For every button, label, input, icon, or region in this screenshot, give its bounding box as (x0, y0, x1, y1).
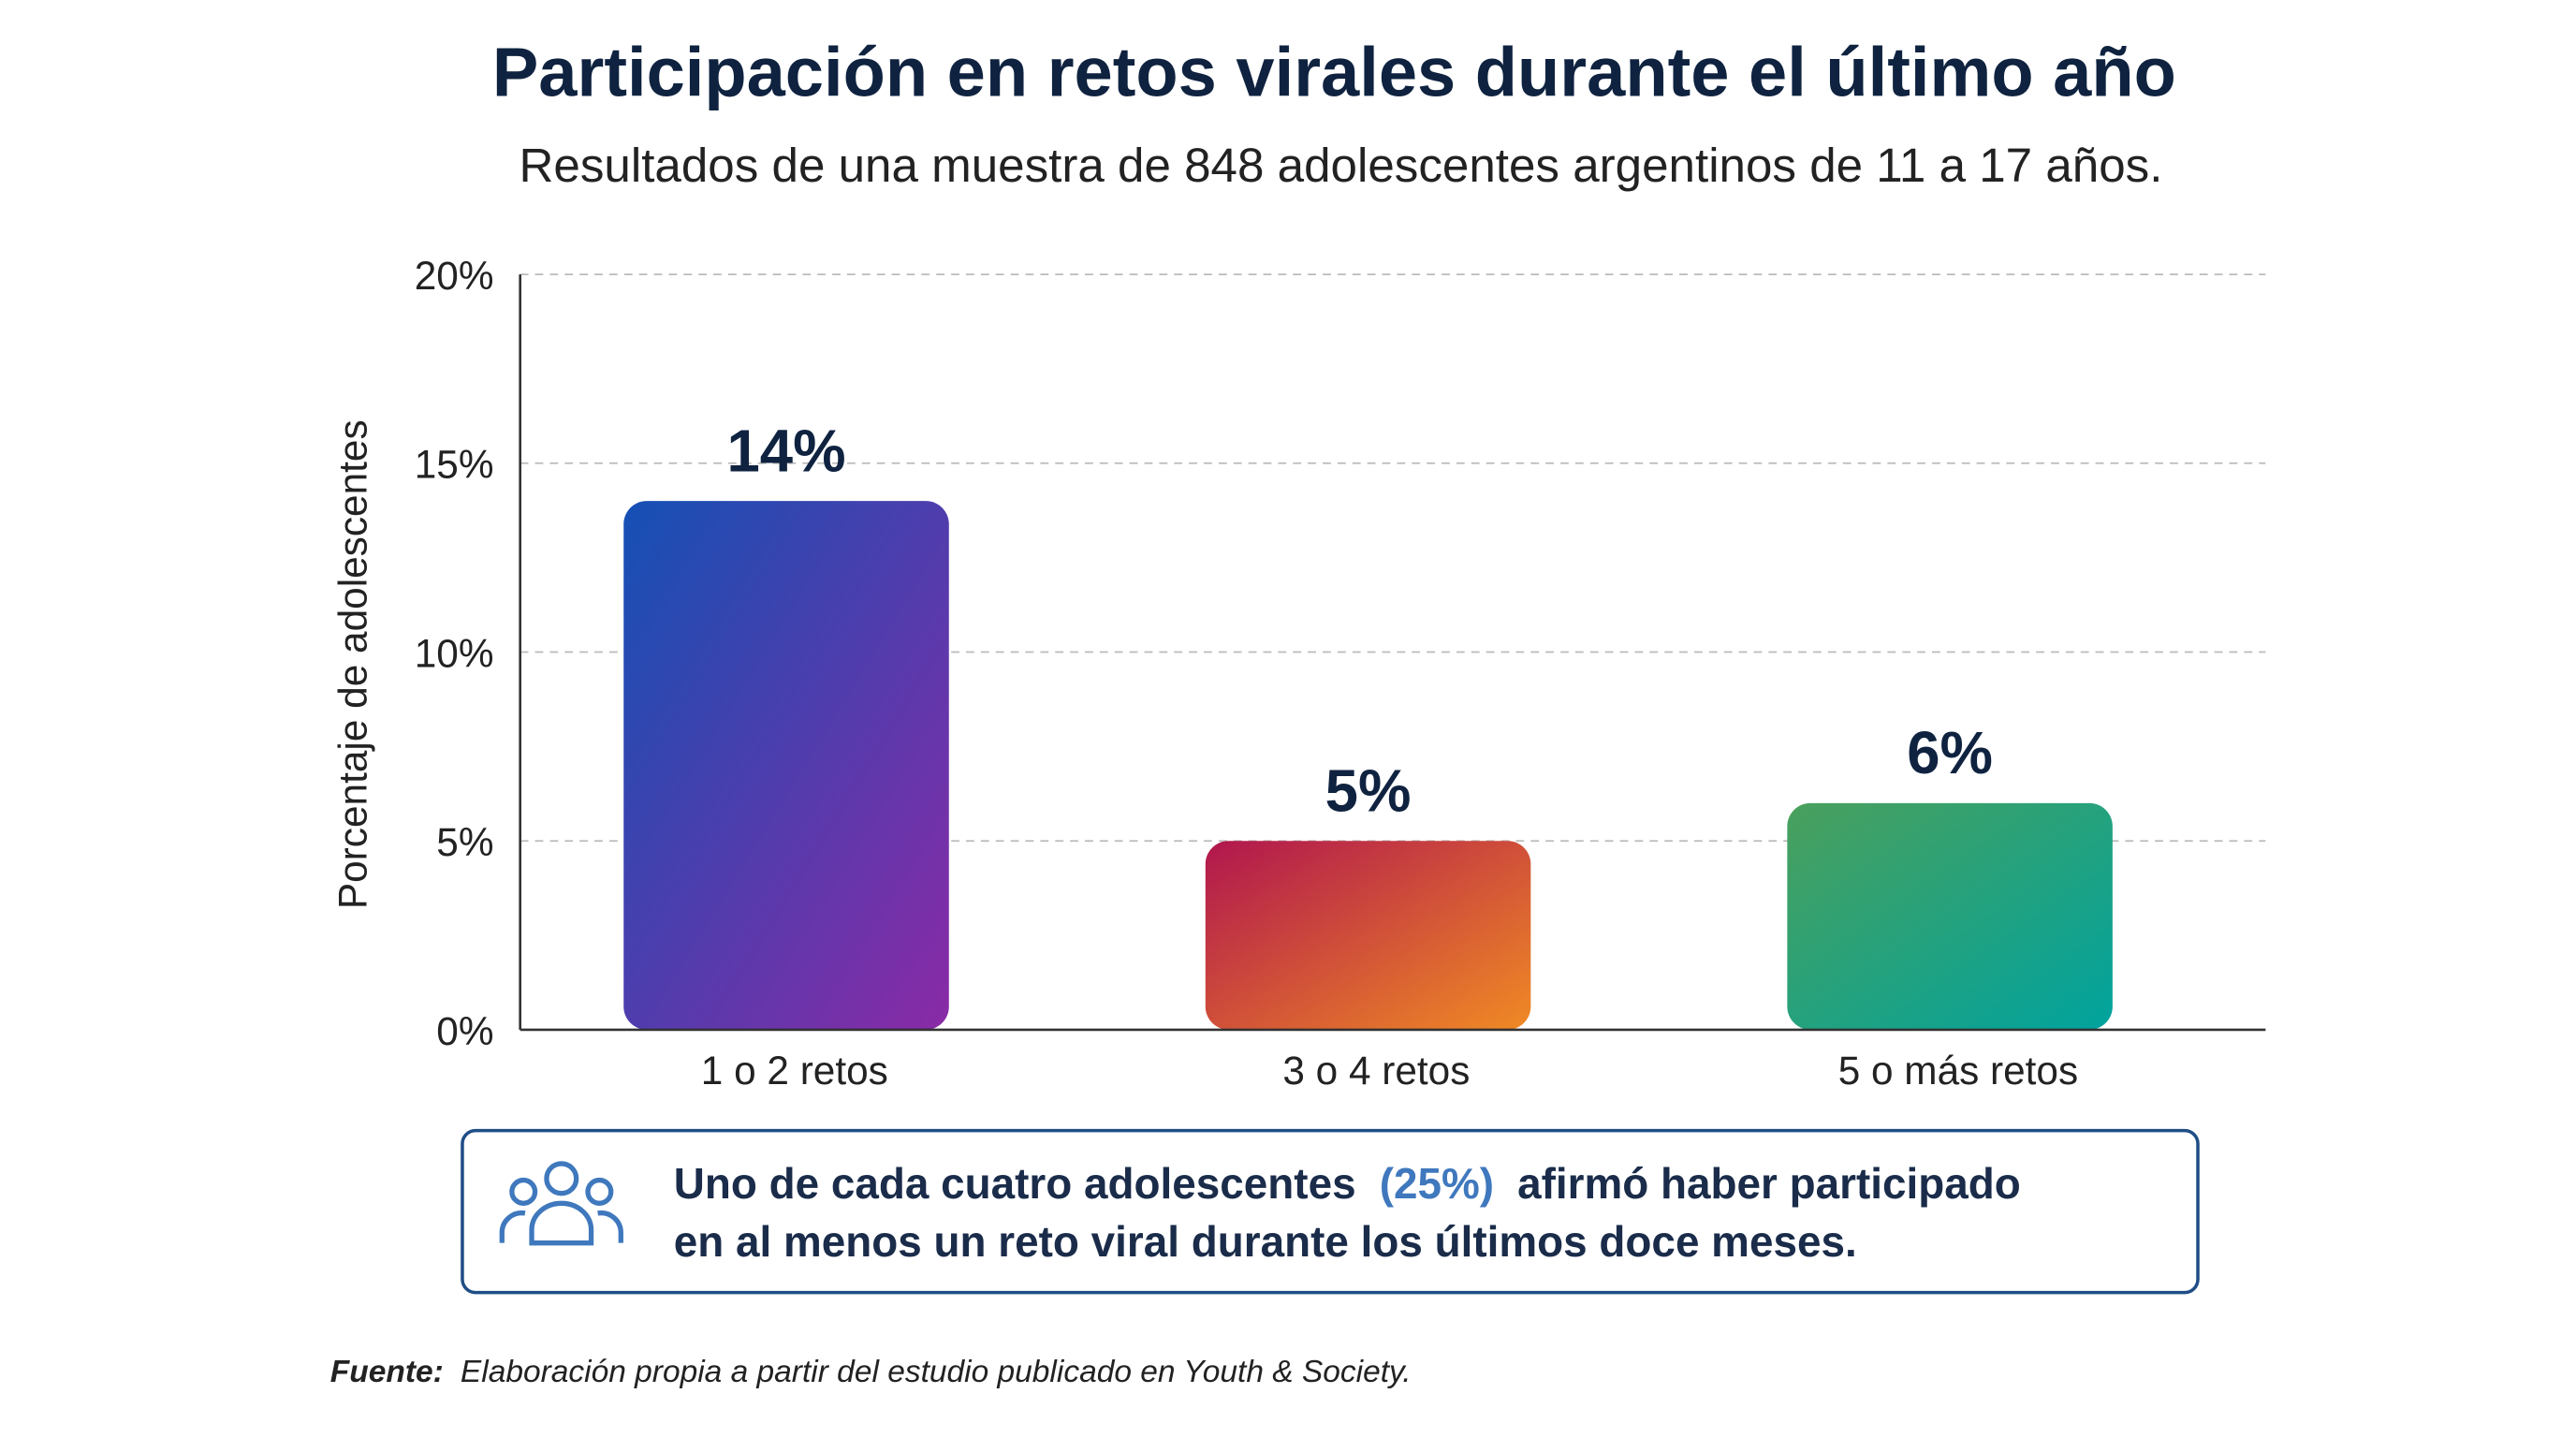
chart-subtitle: Resultados de una muestra de 848 adolesc… (519, 139, 2162, 192)
plot: 0% 5% 10% 15% 20% 1 o 2 retos 14% 3 o 4 retos 5%… (415, 254, 2266, 1093)
value-label: 14% (726, 418, 845, 484)
bar (623, 501, 949, 1030)
callout-lead: Uno de cada cuatro adolescentes (674, 1159, 1356, 1208)
x-tick-label: 3 o 4 retos (1282, 1049, 1470, 1093)
value-label: 5% (1325, 757, 1412, 824)
y-tick-label: 15% (415, 443, 494, 487)
y-tick-label: 10% (415, 631, 494, 675)
x-tick-label: 5 o más retos (1838, 1049, 2078, 1093)
source-label: Fuente: (330, 1355, 444, 1389)
source: Fuente: Elaboración propia a partir del … (330, 1355, 1412, 1389)
y-tick-label: 5% (436, 820, 493, 864)
callout-highlight: (25%) (1380, 1159, 1494, 1208)
callout-rest: afirmó haber participado (1517, 1159, 2021, 1208)
y-tick-label: 20% (415, 254, 494, 298)
bar (1787, 802, 2113, 1030)
callout-line-2: en al menos un reto viral durante los úl… (674, 1217, 1857, 1266)
people-icon (499, 1161, 623, 1246)
bar (1205, 841, 1531, 1030)
callout-box (461, 1128, 2200, 1295)
y-axis-label: Porcentaje de adolescentes (331, 419, 375, 909)
source-text: Elaboración propia a partir del estudio … (461, 1355, 1412, 1389)
chart-title: Participación en retos virales durante e… (492, 33, 2176, 110)
value-label: 6% (1907, 720, 1993, 786)
callout-line-1: Uno de cada cuatro adolescentes (25%) af… (674, 1159, 2021, 1208)
y-tick-label: 0% (436, 1009, 493, 1053)
x-tick-label: 1 o 2 retos (701, 1049, 888, 1093)
